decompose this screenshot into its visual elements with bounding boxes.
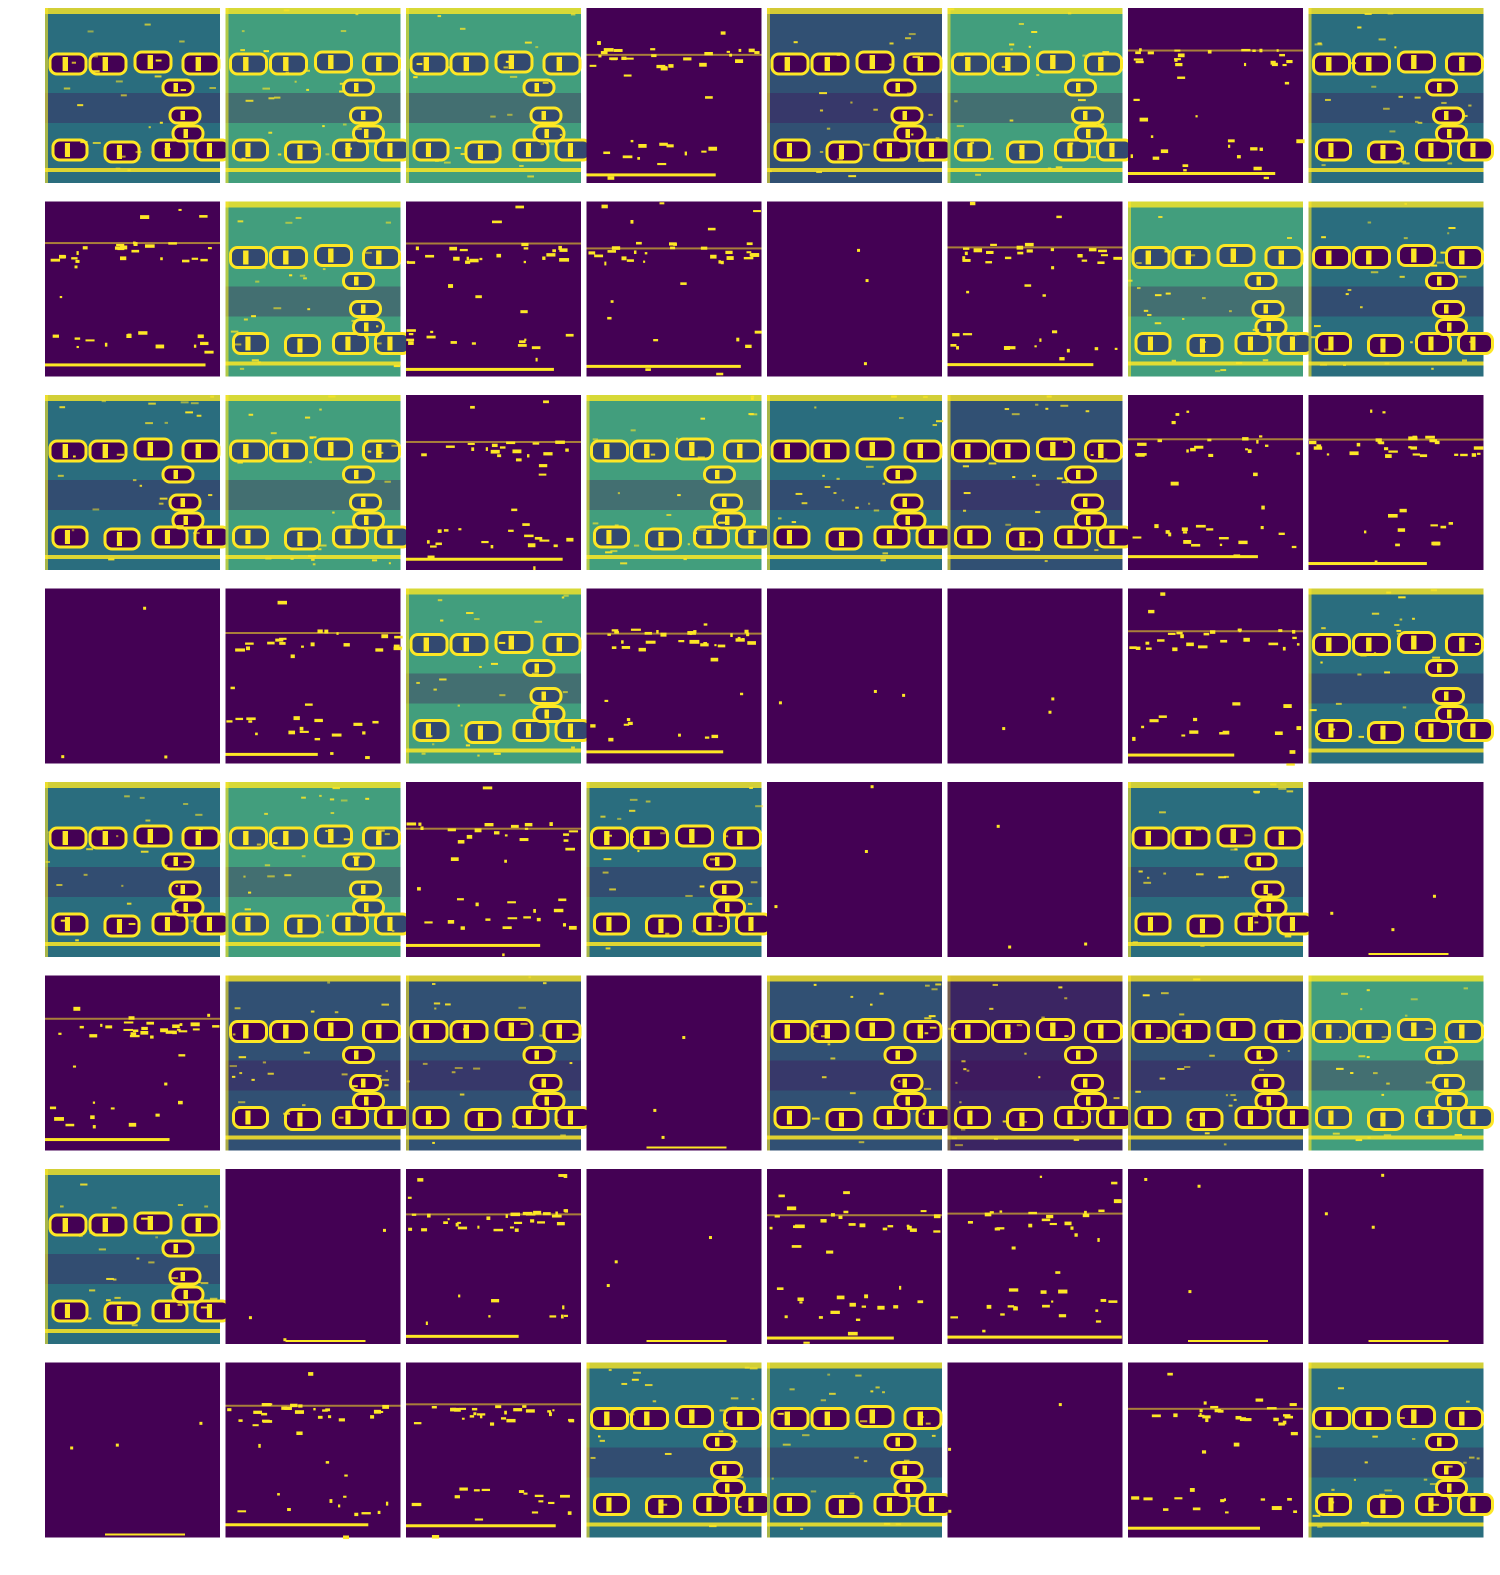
feature-map-6-4 xyxy=(767,1169,942,1344)
feature-map-1-4 xyxy=(767,202,942,377)
feature-map-1-1 xyxy=(226,202,410,377)
feature-map-2-6 xyxy=(1128,395,1303,570)
feature-map-1-7 xyxy=(1309,202,1493,377)
feature-map-5-3 xyxy=(587,976,762,1151)
feature-map-2-5 xyxy=(948,395,1132,570)
feature-map-6-7 xyxy=(1309,1169,1484,1344)
feature-map-3-0 xyxy=(45,589,220,764)
feature-map-7-6 xyxy=(1128,1363,1303,1538)
feature-map-0-2 xyxy=(406,8,590,183)
feature-map-4-7 xyxy=(1309,782,1484,957)
feature-map-1-6 xyxy=(1128,202,1312,377)
feature-map-2-2 xyxy=(406,395,581,570)
feature-map-2-7 xyxy=(1309,395,1484,570)
feature-map-1-2 xyxy=(406,202,581,377)
feature-map-4-4 xyxy=(767,782,942,957)
feature-map-6-6 xyxy=(1128,1169,1303,1344)
feature-map-3-5 xyxy=(948,589,1123,764)
feature-map-3-7 xyxy=(1309,589,1493,764)
feature-map-4-6 xyxy=(1128,782,1312,957)
feature-map-0-5 xyxy=(948,8,1132,183)
feature-map-4-0 xyxy=(45,782,229,957)
feature-map-4-3 xyxy=(587,782,771,957)
feature-map-7-4 xyxy=(767,1363,951,1538)
feature-map-0-3 xyxy=(587,8,762,183)
feature-map-3-3 xyxy=(587,589,762,764)
feature-map-3-6 xyxy=(1128,589,1303,766)
feature-map-3-4 xyxy=(767,589,942,764)
feature-map-0-6 xyxy=(1128,8,1305,183)
feature-map-7-0 xyxy=(45,1363,220,1538)
feature-map-5-4 xyxy=(767,976,951,1151)
feature-map-7-2 xyxy=(406,1363,581,1539)
feature-map-5-6 xyxy=(1128,976,1312,1151)
feature-map-1-5 xyxy=(948,202,1123,377)
feature-map-0-1 xyxy=(226,8,410,183)
feature-map-2-3 xyxy=(587,395,771,570)
feature-map-5-7 xyxy=(1309,976,1493,1151)
feature-map-6-1 xyxy=(226,1169,401,1344)
feature-map-4-2 xyxy=(406,782,581,957)
feature-map-6-5 xyxy=(948,1169,1123,1344)
feature-map-5-2 xyxy=(406,976,590,1151)
feature-map-2-1 xyxy=(226,395,410,570)
feature-map-0-0 xyxy=(45,8,229,183)
feature-map-6-0 xyxy=(45,1169,229,1344)
feature-map-4-5 xyxy=(948,782,1123,957)
feature-map-5-1 xyxy=(226,976,410,1151)
feature-map-7-7 xyxy=(1309,1363,1493,1538)
feature-map-7-1 xyxy=(226,1363,401,1540)
feature-map-2-0 xyxy=(45,395,229,570)
feature-map-4-1 xyxy=(226,782,410,957)
feature-map-0-4 xyxy=(767,8,951,183)
feature-map-6-2 xyxy=(406,1169,581,1344)
feature-map-5-5 xyxy=(948,976,1132,1151)
feature-map-5-0 xyxy=(45,976,220,1151)
feature-map-2-4 xyxy=(767,395,951,570)
feature-map-7-5 xyxy=(948,1363,1123,1538)
feature-map-6-3 xyxy=(587,1169,762,1344)
feature-map-1-0 xyxy=(45,202,220,377)
feature-map-3-1 xyxy=(226,589,403,764)
feature-map-1-3 xyxy=(587,202,762,377)
feature-map-7-3 xyxy=(587,1363,771,1538)
feature-map-3-2 xyxy=(406,589,590,764)
feature-map-0-7 xyxy=(1309,8,1493,183)
